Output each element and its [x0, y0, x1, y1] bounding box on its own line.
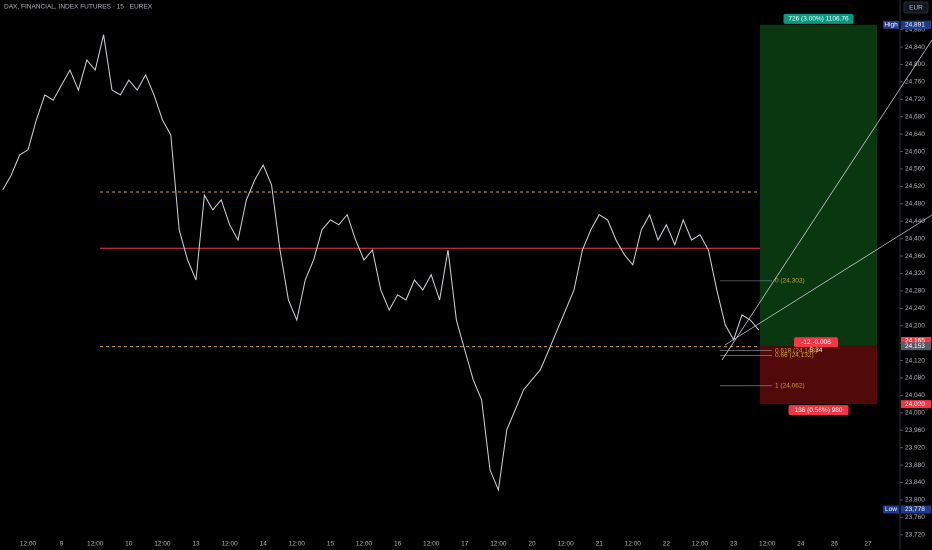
x-tick-label: 12:00: [759, 541, 776, 548]
position-label-box: [783, 13, 854, 24]
y-tick-label: 24,360: [905, 253, 925, 260]
x-tick-label: 12:00: [423, 541, 440, 548]
fib-label: 1 (24,062): [775, 383, 805, 390]
x-tick-label: 12:00: [221, 541, 238, 548]
x-tick-label: 17: [461, 541, 469, 548]
position-label: 136 (0.56%) 980: [794, 407, 842, 414]
y-tick-label: 24,280: [905, 288, 925, 295]
y-tick-label: 24,640: [905, 131, 925, 138]
x-tick-label: 26: [831, 541, 839, 548]
position-label: -12 -0.006: [801, 339, 831, 346]
price-tag-box: [883, 20, 899, 29]
stop-zone: [760, 346, 877, 405]
y-tick-label: 23,840: [905, 479, 925, 486]
x-tick-label: 10: [125, 541, 133, 548]
y-tick-label: 24,720: [905, 96, 925, 103]
fib-label: 0.66 (24,132): [775, 352, 814, 359]
x-tick-label: 20: [528, 541, 536, 548]
price-label: 24,153: [905, 343, 925, 350]
price-tag: Low: [885, 506, 897, 513]
x-tick-label: 12:00: [490, 541, 507, 548]
x-tick-label: 12:00: [557, 541, 574, 548]
y-tick-label: 23,920: [905, 444, 925, 451]
y-tick-label: 24,800: [905, 61, 925, 68]
y-tick-label: 23,800: [905, 497, 925, 504]
y-tick-label: 23,880: [905, 462, 925, 469]
y-tick-label: 23,960: [905, 427, 925, 434]
y-tick-label: 24,600: [905, 148, 925, 155]
x-tick-label: 21: [596, 541, 604, 548]
y-tick-label: 24,320: [905, 270, 925, 277]
y-tick-label: 24,240: [905, 305, 925, 312]
position-sublabel: 5.34: [810, 347, 823, 354]
chart-title: DAX, FINANCIAL, INDEX FUTURES · 15 · EUR…: [4, 4, 153, 11]
x-tick-label: 16: [394, 541, 402, 548]
position-label: 726 (3.00%) 1106.76: [788, 16, 849, 23]
price-tag-box: [883, 505, 899, 514]
trend-line: [721, 39, 932, 361]
position-label-box: [788, 405, 849, 416]
y-tick-label: 24,000: [905, 410, 925, 417]
y-tick-label: 24,040: [905, 392, 925, 399]
fib-label: 0.618 (24,143): [775, 347, 817, 354]
y-tick-label: 24,680: [905, 113, 925, 120]
x-tick-label: 15: [327, 541, 335, 548]
y-tick-label: 24,480: [905, 201, 925, 208]
y-tick-label: 24,880: [905, 26, 925, 33]
y-tick-label: 23,760: [905, 514, 925, 521]
x-tick-label: 12:00: [154, 541, 171, 548]
x-tick-label: 22: [663, 541, 671, 548]
currency[interactable]: EUR: [909, 5, 923, 12]
x-tick-label: 9: [60, 541, 64, 548]
price-label: 24,891: [905, 22, 925, 29]
x-tick-label: 12:00: [87, 541, 104, 548]
x-tick-label: 27: [864, 541, 872, 548]
y-tick-label: 24,520: [905, 183, 925, 190]
price-label: 24,020: [905, 401, 925, 408]
y-tick-label: 24,200: [905, 322, 925, 329]
price-label-box: [901, 336, 931, 345]
target-zone: [760, 24, 877, 347]
y-tick-label: 24,760: [905, 79, 925, 86]
x-tick-label: 12:00: [692, 541, 709, 548]
x-tick-label: 12:00: [625, 541, 642, 548]
price-label-box: [901, 505, 931, 514]
price-label: 24,165: [905, 338, 925, 345]
y-tick-label: 24,560: [905, 166, 925, 173]
price-label-box: [901, 400, 931, 409]
y-tick-label: 24,120: [905, 357, 925, 364]
y-tick-label: 24,080: [905, 375, 925, 382]
x-tick-label: 12:00: [20, 541, 37, 548]
currency-box: [903, 1, 929, 14]
price-tag: High: [884, 22, 898, 29]
price-label-box: [901, 20, 931, 29]
x-tick-label: 23: [730, 541, 738, 548]
position-label-box: [794, 337, 838, 348]
y-tick-label: 23,720: [905, 531, 925, 538]
x-tick-label: 14: [260, 541, 268, 548]
y-tick-label: 24,400: [905, 235, 925, 242]
y-tick-label: 24,840: [905, 44, 925, 51]
price-label-box: [901, 342, 931, 351]
x-tick-label: 12:00: [356, 541, 373, 548]
x-tick-label: 24: [797, 541, 805, 548]
x-tick-label: 13: [192, 541, 200, 548]
y-tick-label: 24,440: [905, 218, 925, 225]
price-label: 23,778: [905, 506, 925, 513]
price-line: [2, 34, 760, 492]
x-tick-label: 12:00: [289, 541, 306, 548]
trend-line: [724, 214, 932, 346]
fib-label: 0 (24,303): [775, 278, 805, 285]
